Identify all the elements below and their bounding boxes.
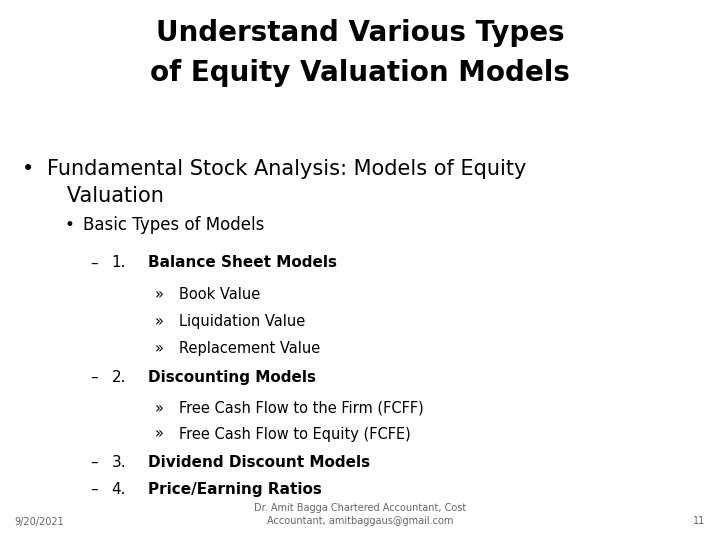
Text: 11: 11 — [693, 516, 706, 526]
Text: »: » — [155, 341, 163, 356]
Text: Free Cash Flow to the Firm (FCFF): Free Cash Flow to the Firm (FCFF) — [179, 401, 423, 416]
Text: Balance Sheet Models: Balance Sheet Models — [148, 255, 337, 271]
Text: 4.: 4. — [112, 482, 126, 497]
Text: Price/Earning Ratios: Price/Earning Ratios — [148, 482, 321, 497]
Text: »: » — [155, 314, 163, 329]
Text: Discounting Models: Discounting Models — [148, 370, 315, 385]
Text: »: » — [155, 401, 163, 416]
Text: Replacement Value: Replacement Value — [179, 341, 320, 356]
Text: –: – — [90, 482, 98, 497]
Text: Understand Various Types
of Equity Valuation Models: Understand Various Types of Equity Valua… — [150, 19, 570, 87]
Text: 9/20/2021: 9/20/2021 — [14, 516, 64, 526]
Text: »: » — [155, 287, 163, 302]
Text: Book Value: Book Value — [179, 287, 260, 302]
Text: Fundamental Stock Analysis: Models of Equity
   Valuation: Fundamental Stock Analysis: Models of Eq… — [47, 159, 526, 206]
Text: 1.: 1. — [112, 255, 126, 271]
Text: –: – — [90, 370, 98, 385]
Text: –: – — [90, 255, 98, 271]
Text: 2.: 2. — [112, 370, 126, 385]
Text: Free Cash Flow to Equity (FCFE): Free Cash Flow to Equity (FCFE) — [179, 427, 410, 442]
Text: •: • — [22, 159, 34, 179]
Text: Basic Types of Models: Basic Types of Models — [83, 216, 264, 234]
Text: Dr. Amit Bagga Chartered Accountant, Cost
Accountant, amitbaggaus@gmail.com: Dr. Amit Bagga Chartered Accountant, Cos… — [254, 503, 466, 526]
Text: Liquidation Value: Liquidation Value — [179, 314, 305, 329]
Text: »: » — [155, 427, 163, 442]
Text: 3.: 3. — [112, 455, 126, 470]
Text: Dividend Discount Models: Dividend Discount Models — [148, 455, 370, 470]
Text: •: • — [65, 216, 75, 234]
Text: –: – — [90, 455, 98, 470]
